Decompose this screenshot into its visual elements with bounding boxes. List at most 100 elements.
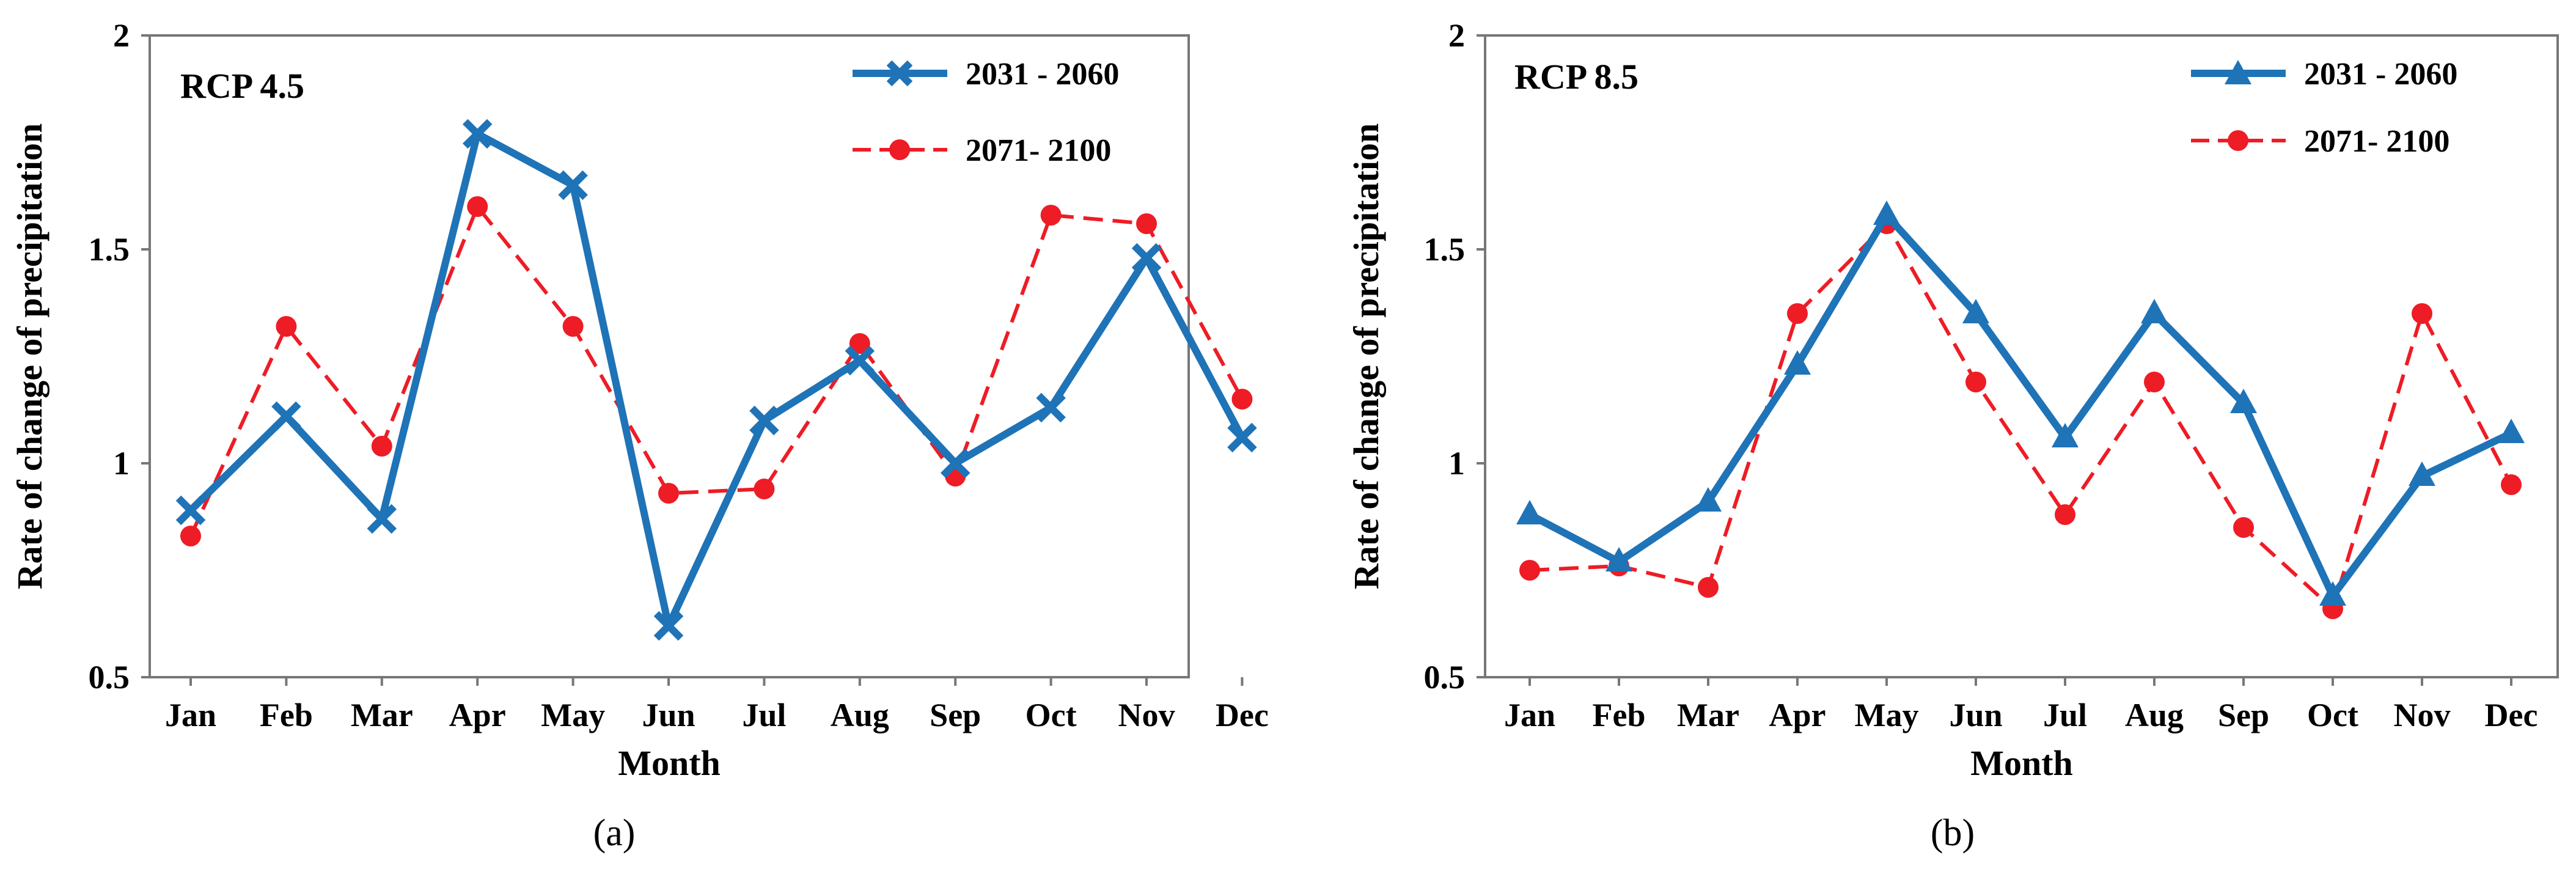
data-point-a-1-may bbox=[558, 170, 588, 200]
x-tick-label-b-6: Jul bbox=[2043, 697, 2087, 733]
x-tick-label-b-0: Jan bbox=[1504, 697, 1555, 733]
legend-marker-circle-icon bbox=[2228, 130, 2248, 151]
y-axis-title-a: Rate of change of precipitation bbox=[10, 123, 50, 590]
data-point-b-1-feb bbox=[1605, 547, 1632, 571]
legend-label-a-1: 2031 - 2060 bbox=[966, 57, 1119, 92]
panel-label-b: (b) bbox=[1931, 812, 1975, 854]
data-point-b-2-mar bbox=[1698, 577, 1719, 598]
legend-marker-triangle-icon bbox=[2225, 60, 2251, 84]
plot-area-b bbox=[1484, 34, 2559, 678]
data-point-a-2-jul bbox=[754, 479, 775, 499]
x-axis-title-b: Month bbox=[1970, 743, 2073, 783]
x-tick-label-a-2: Mar bbox=[351, 697, 413, 733]
x-tick-label-b-7: Aug bbox=[2125, 697, 2184, 733]
data-point-a-1-dec bbox=[1227, 422, 1257, 453]
legend-b: 2031 - 2060 2071- 2100 bbox=[2191, 57, 2457, 159]
data-point-a-2-oct bbox=[1040, 205, 1062, 226]
data-point-a-1-nov bbox=[1131, 243, 1162, 273]
data-point-a-2-dec bbox=[1231, 389, 1253, 409]
x-tick-label-b-5: Jun bbox=[1949, 697, 2002, 733]
data-point-b-1-jan bbox=[1516, 500, 1543, 524]
data-point-b-2-jun bbox=[1965, 372, 1986, 392]
legend-label-a-2: 2071- 2100 bbox=[966, 133, 1111, 168]
x-tick-label-a-9: Oct bbox=[1026, 697, 1077, 733]
data-point-b-1-jul bbox=[2052, 423, 2079, 447]
data-point-b-2-apr bbox=[1787, 303, 1808, 324]
data-point-b-1-mar bbox=[1695, 487, 1722, 512]
data-point-a-1-oct bbox=[1036, 392, 1066, 423]
x-tick-label-b-4: May bbox=[1855, 697, 1919, 733]
legend-label-b-2: 2071- 2100 bbox=[2304, 124, 2449, 159]
legend-marker-circle-icon bbox=[889, 139, 910, 160]
data-point-a-1-feb bbox=[271, 401, 301, 431]
series-line-b-1 bbox=[1528, 211, 2513, 600]
data-point-a-1-apr bbox=[462, 119, 493, 149]
plot-area-a bbox=[149, 34, 1190, 678]
data-point-b-1-dec bbox=[2498, 419, 2525, 443]
y-tick-label-a-2: 1.5 bbox=[89, 231, 130, 268]
series-line-a-2 bbox=[189, 205, 1244, 537]
x-tick-label-a-1: Feb bbox=[260, 697, 313, 733]
y-tick-label-a-3: 2 bbox=[113, 17, 130, 54]
x-tick-label-b-2: Mar bbox=[1677, 697, 1739, 733]
y-tick-label-b-0: 0.5 bbox=[1424, 659, 1466, 696]
data-point-a-2-feb bbox=[276, 316, 297, 337]
x-axis-title-a: Month bbox=[618, 743, 721, 783]
y-tick-label-b-2: 1.5 bbox=[1424, 231, 1466, 268]
data-point-a-2-jun bbox=[658, 483, 679, 504]
x-tick-label-a-4: May bbox=[541, 697, 605, 733]
x-tick-label-a-11: Dec bbox=[1216, 697, 1269, 733]
series-group-b bbox=[1516, 200, 2525, 619]
x-tick-label-a-0: Jan bbox=[165, 697, 216, 733]
data-point-b-2-nov bbox=[2412, 303, 2432, 324]
data-point-a-2-aug bbox=[849, 333, 870, 354]
data-point-a-2-may bbox=[562, 316, 584, 337]
chart-panel-a: RCP 4.5 Rate of change of precipitation … bbox=[10, 17, 1269, 854]
x-ticks-b: Jan Feb Mar Apr May Jun Jul Aug Sep Oct Nov Dec bbox=[1504, 677, 2537, 733]
legend-label-b-1: 2031 - 2060 bbox=[2304, 57, 2457, 92]
data-point-b-1-apr bbox=[1784, 350, 1811, 375]
data-point-a-1-jan bbox=[175, 495, 206, 526]
data-point-b-1-aug bbox=[2141, 299, 2168, 323]
chart-title-a: RCP 4.5 bbox=[180, 66, 304, 106]
chart-panel-b: RCP 8.5 Rate of change of precipitation … bbox=[1346, 17, 2559, 854]
data-point-b-1-may bbox=[1873, 200, 1900, 225]
chart-title-b: RCP 8.5 bbox=[1514, 57, 1638, 97]
data-point-b-2-jan bbox=[1519, 560, 1540, 581]
y-tick-label-a-1: 1 bbox=[113, 445, 130, 482]
x-tick-label-a-7: Aug bbox=[831, 697, 889, 733]
legend-a: 2031 - 2060 2071- 2100 bbox=[853, 57, 1119, 168]
data-point-b-1-sep bbox=[2230, 389, 2257, 413]
data-point-b-2-jul bbox=[2055, 504, 2075, 525]
y-axis-title-b: Rate of change of precipitation bbox=[1346, 123, 1386, 590]
x-tick-label-a-3: Apr bbox=[449, 697, 506, 733]
x-tick-label-b-8: Sep bbox=[2218, 697, 2269, 733]
y-ticks-a: 0.5 1 1.5 2 bbox=[89, 17, 150, 696]
y-tick-label-a-0: 0.5 bbox=[89, 659, 130, 696]
data-point-a-2-apr bbox=[467, 196, 488, 217]
data-point-a-1-aug bbox=[845, 345, 875, 376]
panel-label-a: (a) bbox=[593, 812, 636, 854]
x-tick-label-b-10: Nov bbox=[2394, 697, 2451, 733]
x-tick-label-b-1: Feb bbox=[1593, 697, 1646, 733]
x-ticks-a: Jan Feb Mar Apr May Jun Jul Aug Sep Oct Nov Dec bbox=[165, 677, 1269, 733]
data-point-a-1-mar bbox=[367, 504, 397, 534]
data-point-b-2-aug bbox=[2144, 372, 2165, 392]
data-point-b-1-jun bbox=[1962, 299, 1989, 323]
series-line-a-1 bbox=[188, 130, 1246, 630]
x-tick-label-a-5: Jun bbox=[642, 697, 695, 733]
x-tick-label-b-3: Apr bbox=[1769, 697, 1826, 733]
data-point-a-1-jun bbox=[653, 611, 684, 641]
data-point-b-2-dec bbox=[2501, 474, 2522, 495]
series-group-a bbox=[175, 119, 1257, 641]
x-tick-label-a-6: Jul bbox=[742, 697, 786, 733]
data-point-b-2-sep bbox=[2233, 517, 2254, 538]
y-tick-label-b-3: 2 bbox=[1448, 17, 1465, 54]
data-point-b-1-nov bbox=[2409, 461, 2435, 486]
y-tick-label-b-1: 1 bbox=[1448, 445, 1465, 482]
series-line-b-2 bbox=[1529, 222, 2513, 611]
x-tick-label-a-8: Sep bbox=[930, 697, 981, 733]
data-point-a-2-nov bbox=[1136, 213, 1157, 234]
legend-marker-x-icon bbox=[886, 60, 913, 87]
